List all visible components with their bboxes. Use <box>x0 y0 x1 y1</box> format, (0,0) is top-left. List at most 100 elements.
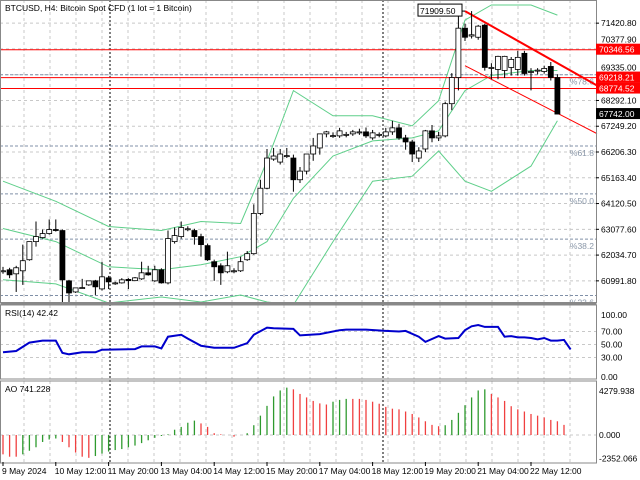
band-upper <box>2 4 558 232</box>
trendline-lower <box>464 65 598 135</box>
trendlines[interactable] <box>464 10 598 135</box>
candle-bull <box>184 228 191 231</box>
price-level-tag <box>596 82 640 94</box>
price-level-tag <box>596 71 640 83</box>
price-tick-label: 62034.70 <box>601 250 637 260</box>
price-level-label: 68774.52 <box>599 84 635 94</box>
bollinger-bands <box>2 4 558 306</box>
time-tick-label: 14 May 12:00 <box>213 466 265 476</box>
candle-bear <box>409 141 416 155</box>
price-tick-label: 70377.90 <box>601 35 637 45</box>
rsi-indicator <box>2 323 572 356</box>
candle-bull <box>330 135 336 138</box>
candle-bull <box>99 276 105 290</box>
candle-bull <box>244 253 251 261</box>
candle-bear <box>145 272 152 276</box>
candle-bear <box>211 261 218 268</box>
candle-bull <box>132 277 138 282</box>
band-middle <box>2 70 558 271</box>
candle-bull <box>389 127 396 133</box>
candle-bull <box>442 103 449 137</box>
candle-bull <box>376 133 383 136</box>
candle-bull <box>19 260 26 272</box>
candle-bear <box>6 269 13 276</box>
high-marker-box <box>417 3 463 17</box>
candle-bull <box>297 170 303 181</box>
candle-bull <box>112 282 119 285</box>
candle-bull <box>336 130 343 137</box>
current-price-tag <box>596 108 640 120</box>
candle-bull <box>224 265 231 273</box>
candle-bear <box>396 127 402 139</box>
candle-bull <box>0 270 6 273</box>
candle-bear <box>462 27 468 38</box>
candle-bear <box>198 236 204 246</box>
candle-bear <box>290 157 297 181</box>
candle-bull <box>475 25 482 38</box>
candle-bear <box>158 269 165 284</box>
candle-bull <box>138 272 145 280</box>
ao-indicator <box>2 387 565 458</box>
candle-bull <box>277 153 284 163</box>
candle-bull <box>435 135 442 139</box>
ao-tick-label: 4279.938 <box>599 386 635 396</box>
candle-bull <box>541 68 548 72</box>
candle-bull <box>323 131 330 135</box>
candle-bull <box>369 132 376 139</box>
rsi-line <box>2 323 572 356</box>
panel-frames <box>0 0 597 464</box>
candle-bull <box>165 238 171 284</box>
price-level-label: 69218.21 <box>599 73 635 83</box>
current-price-label: 67742.00 <box>599 109 635 119</box>
candle-bull <box>316 133 323 149</box>
candle-bull <box>79 287 86 289</box>
candlesticks: 71909.50 <box>0 3 561 302</box>
candle-bull <box>39 233 46 238</box>
price-level-tag <box>596 43 640 55</box>
candle-bull <box>349 131 356 135</box>
time-tick-label: 19 May 20:00 <box>424 466 476 476</box>
fib-label: %50.0 <box>570 196 594 206</box>
time-tick-label: 10 May 12:00 <box>55 466 107 476</box>
price-tick-label: 63077.60 <box>601 224 637 234</box>
main-panel-frame <box>0 0 597 303</box>
price-tick-label: 69335.00 <box>601 63 637 73</box>
price-tick-label: 68292.10 <box>601 95 637 105</box>
candle-bull <box>455 27 462 78</box>
candle-bull <box>528 71 534 73</box>
price-level-label: 70346.56 <box>599 45 635 55</box>
candle-bear <box>429 130 435 139</box>
panel-divider <box>0 303 597 305</box>
candle-bull <box>118 279 125 284</box>
time-tick-label: 22 May 12:00 <box>530 466 582 476</box>
candle-bull <box>13 267 20 275</box>
candle-bull <box>151 269 158 282</box>
time-tick-label: 18 May 12:00 <box>372 466 424 476</box>
candle-bull <box>534 69 541 72</box>
candle-bull <box>26 241 33 261</box>
candle-bull <box>257 187 264 214</box>
candle-bull <box>72 287 79 293</box>
price-tick-label: 65163.40 <box>601 173 637 183</box>
fib-label: %78.6 <box>570 77 594 87</box>
candle-bull <box>508 59 515 68</box>
time-tick-label: 11 May 20:00 <box>108 466 159 476</box>
ao-panel-frame <box>0 380 597 464</box>
fibonacci-levels: %78.6%61.8%50.0%38.2%23.6 <box>0 74 596 307</box>
time-tick-label: 9 May 2024 <box>2 466 47 476</box>
rsi-tick-label: 0.00 <box>601 372 618 382</box>
candle-bull <box>270 155 277 160</box>
candle-bear <box>59 230 66 281</box>
candle-bull <box>178 227 185 237</box>
rsi-label: RSI(14) 42.42 <box>5 308 58 318</box>
candle-bear <box>92 280 99 288</box>
rsi-tick-label: 50.00 <box>601 340 623 350</box>
candle-bear <box>521 52 528 74</box>
horizontal-levels[interactable] <box>0 49 596 90</box>
fib-label: %38.2 <box>570 241 594 251</box>
rsi-tick-label: 100.00 <box>601 310 627 320</box>
time-tick-label: 13 May 04:00 <box>160 466 212 476</box>
candle-bull <box>382 131 389 137</box>
candle-bear <box>125 279 132 282</box>
